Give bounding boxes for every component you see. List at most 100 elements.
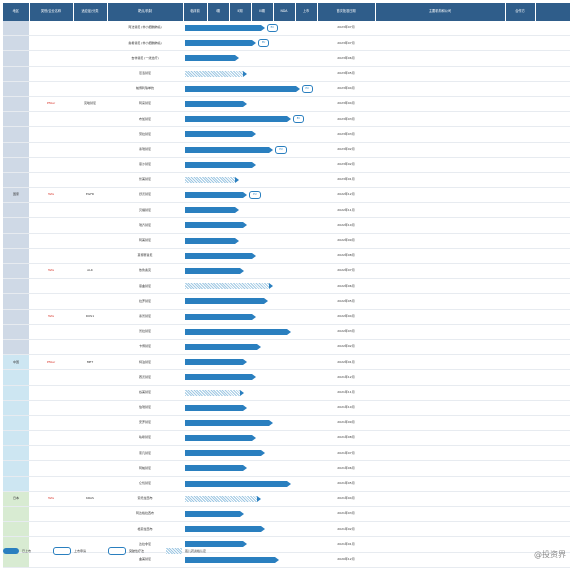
row-bar-track (183, 264, 317, 278)
row-indication (73, 506, 107, 523)
row-extra (535, 81, 570, 97)
progress-bar (185, 541, 248, 548)
legend-item-breakthrough: 突破性疗法 (108, 547, 144, 555)
row-partner (505, 476, 535, 492)
row-indication (73, 50, 107, 67)
row-indication (73, 172, 107, 189)
row-target: 阿法替尼 (非小细胞肺癌) (107, 21, 183, 37)
row-indication (73, 536, 107, 553)
row-target: 伏美替尼 (107, 172, 183, 189)
row-date: 2023年02月 (317, 142, 375, 158)
row-company: Tafa (29, 491, 73, 508)
row-extra (535, 233, 570, 249)
row-bar-cell (183, 66, 317, 82)
row-org (375, 521, 505, 538)
row-date: 2021年01月 (317, 536, 375, 553)
row-company: Pfizer (29, 96, 73, 113)
row-indication (73, 248, 107, 265)
row-org (375, 233, 505, 249)
row-bar-cell (183, 536, 317, 553)
status-badge: EU (266, 24, 278, 32)
row-indication (73, 66, 107, 82)
row-partner (505, 415, 535, 432)
row-bar-cell (183, 430, 317, 447)
row-org (375, 400, 505, 416)
row-area (3, 142, 29, 158)
row-target: 吉非替尼 (一线治疗) (107, 50, 183, 67)
row-org (375, 460, 505, 477)
row-target: 恩曲替尼 (107, 278, 183, 295)
table-row: 劳拉替尼 2023年03月 (3, 126, 570, 143)
row-target: 索托拉西布 (107, 491, 183, 508)
row-area (3, 96, 29, 113)
row-bar-cell: EU (183, 187, 317, 204)
row-date: 2021年08月 (317, 430, 375, 447)
row-extra (535, 111, 570, 128)
row-date: 2023年01月 (317, 172, 375, 189)
table-row: 瑞齐替尼 2022年10月 (3, 217, 570, 234)
col-extra (535, 3, 571, 21)
row-bar-track (183, 173, 317, 187)
row-extra (535, 202, 570, 219)
row-area (3, 217, 29, 234)
progress-bar (185, 237, 239, 244)
row-partner (505, 35, 535, 52)
row-target: 布加替尼 (107, 111, 183, 128)
row-bar-cell (183, 354, 317, 371)
progress-bar (185, 70, 248, 77)
row-target: 劳拉替尼 (107, 126, 183, 143)
row-area (3, 430, 29, 447)
row-extra (535, 293, 570, 310)
row-partner (505, 233, 535, 249)
row-date: 2022年08月 (317, 248, 375, 265)
row-bar-cell: EU (183, 111, 317, 128)
progress-bar (185, 495, 262, 502)
col-p3: III期 (251, 3, 274, 21)
row-date: 2021年11月 (317, 385, 375, 401)
row-target: 阿帕替尼 (107, 460, 183, 477)
row-date: 2021年03月 (317, 506, 375, 523)
row-company (29, 400, 73, 416)
row-org (375, 111, 505, 128)
row-bar-track: EU (183, 143, 317, 157)
row-org (375, 339, 505, 356)
row-bar-track (183, 461, 317, 475)
row-partner (505, 354, 535, 371)
row-partner (505, 66, 535, 82)
row-date: 2021年04月 (317, 491, 375, 508)
progress-bar (185, 526, 265, 533)
progress-bar (185, 222, 248, 229)
row-extra (535, 415, 570, 432)
row-partner (505, 369, 535, 386)
row-area (3, 111, 29, 128)
row-partner (505, 278, 535, 295)
row-date: 2021年10月 (317, 400, 375, 416)
table-row: 仑伐替尼 2021年05月 (3, 476, 570, 492)
row-indication (73, 324, 107, 340)
row-bar-track: EU (183, 82, 317, 96)
row-date: 2022年01月 (317, 354, 375, 371)
row-bar-track (183, 553, 317, 567)
row-target: 莫博赛替尼 (107, 248, 183, 265)
row-company (29, 81, 73, 97)
row-partner (505, 50, 535, 67)
table-row: 呋喹替尼 2021年08月 (3, 430, 570, 447)
row-date: 2021年05月 (317, 476, 375, 492)
row-extra (535, 430, 570, 447)
row-target: 舒沃替尼 (107, 187, 183, 204)
row-extra (535, 339, 570, 356)
row-org (375, 354, 505, 371)
col-target: 靶点/机制 (107, 3, 184, 21)
progress-bar (185, 343, 262, 350)
row-org (375, 126, 505, 143)
row-bar-track: EU (183, 36, 317, 50)
row-partner (505, 339, 535, 356)
row-indication (73, 142, 107, 158)
row-company (29, 278, 73, 295)
row-area (3, 50, 29, 67)
row-org (375, 278, 505, 295)
row-extra (535, 263, 570, 280)
row-target: 特泊替尼 (107, 354, 183, 371)
row-indication (73, 445, 107, 462)
row-date: 2022年05月 (317, 293, 375, 310)
